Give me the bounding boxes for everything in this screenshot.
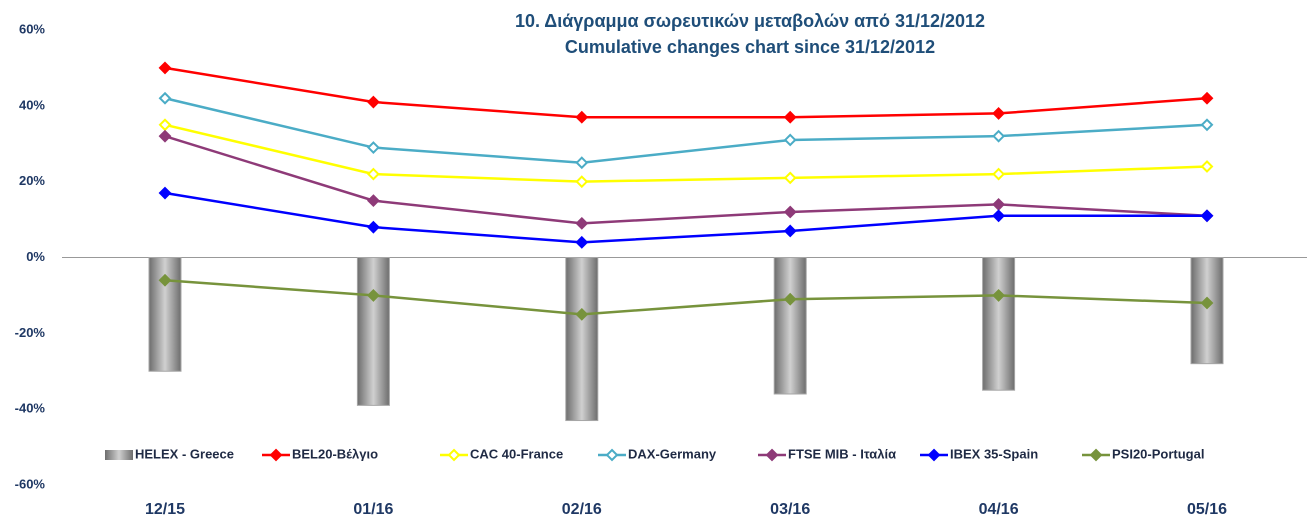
bar xyxy=(982,257,1016,391)
legend-marker xyxy=(765,448,779,462)
marker xyxy=(992,209,1006,223)
marker xyxy=(158,118,172,132)
marker xyxy=(783,171,797,185)
marker xyxy=(158,61,172,75)
chart-subtitle: Cumulative changes chart since 31/12/201… xyxy=(565,37,935,57)
bar xyxy=(1190,257,1224,365)
y-tick-label: 60% xyxy=(19,21,45,36)
marker xyxy=(158,129,172,143)
legend-label: HELEX - Greece xyxy=(135,446,234,461)
marker xyxy=(992,107,1006,120)
marker xyxy=(783,133,797,147)
y-tick-label: 40% xyxy=(19,97,45,112)
legend-marker xyxy=(605,448,619,462)
marker xyxy=(992,167,1006,181)
legend-label: IBEX 35-Spain xyxy=(950,446,1038,461)
legend-marker xyxy=(447,448,461,462)
y-tick-label: -20% xyxy=(15,325,46,340)
bar xyxy=(773,257,807,395)
marker xyxy=(992,289,1006,302)
marker xyxy=(366,289,380,302)
marker xyxy=(783,110,797,124)
series-line xyxy=(164,279,1208,316)
marker xyxy=(1200,118,1214,132)
marker xyxy=(158,273,172,287)
bar xyxy=(565,257,599,422)
y-tick-label: -40% xyxy=(15,401,46,416)
x-tick-label: 12/15 xyxy=(145,501,185,518)
marker xyxy=(1200,209,1214,223)
marker xyxy=(1200,160,1214,173)
marker xyxy=(366,95,380,109)
legend-label: CAC 40-France xyxy=(470,446,563,461)
x-tick-label: 03/16 xyxy=(770,501,810,518)
marker xyxy=(575,156,589,170)
series-line xyxy=(164,123,1208,183)
marker xyxy=(1200,91,1214,105)
x-tick-label: 05/16 xyxy=(1187,501,1227,518)
series-line xyxy=(164,191,1207,244)
y-tick-label: 20% xyxy=(19,173,45,188)
series-line xyxy=(164,134,1208,225)
marker xyxy=(1200,296,1214,310)
marker xyxy=(366,194,380,208)
legend-label: PSI20-Portugal xyxy=(1112,446,1204,461)
marker xyxy=(366,167,380,181)
legend-label: FTSE MIB - Ιταλία xyxy=(788,446,896,461)
marker xyxy=(992,129,1006,143)
legend-marker xyxy=(269,448,283,462)
legend-label: BEL20-Βέλγιο xyxy=(292,446,378,461)
marker xyxy=(575,110,589,124)
x-tick-label: 02/16 xyxy=(562,501,602,518)
marker xyxy=(575,175,589,189)
x-tick-label: 04/16 xyxy=(979,501,1019,518)
marker xyxy=(575,235,589,249)
marker xyxy=(158,91,172,105)
marker xyxy=(158,186,172,200)
chart-title: 10. Διάγραμμα σωρευτικών μεταβολών από 3… xyxy=(515,11,985,31)
legend-label: DAX-Germany xyxy=(628,446,717,461)
marker xyxy=(575,307,589,321)
series-line xyxy=(164,66,1208,119)
marker xyxy=(366,220,380,234)
y-tick-label: 0% xyxy=(26,249,45,264)
legend-marker xyxy=(927,448,941,462)
legend-swatch xyxy=(105,450,133,460)
marker xyxy=(366,141,380,154)
marker xyxy=(575,216,589,230)
y-tick-label: -60% xyxy=(15,476,46,491)
marker xyxy=(783,205,797,219)
marker xyxy=(992,198,1006,211)
marker xyxy=(783,292,797,306)
marker xyxy=(783,224,797,238)
series-line xyxy=(164,97,1208,164)
bar xyxy=(356,257,390,406)
x-tick-label: 01/16 xyxy=(353,501,393,518)
legend-marker xyxy=(1089,448,1103,462)
